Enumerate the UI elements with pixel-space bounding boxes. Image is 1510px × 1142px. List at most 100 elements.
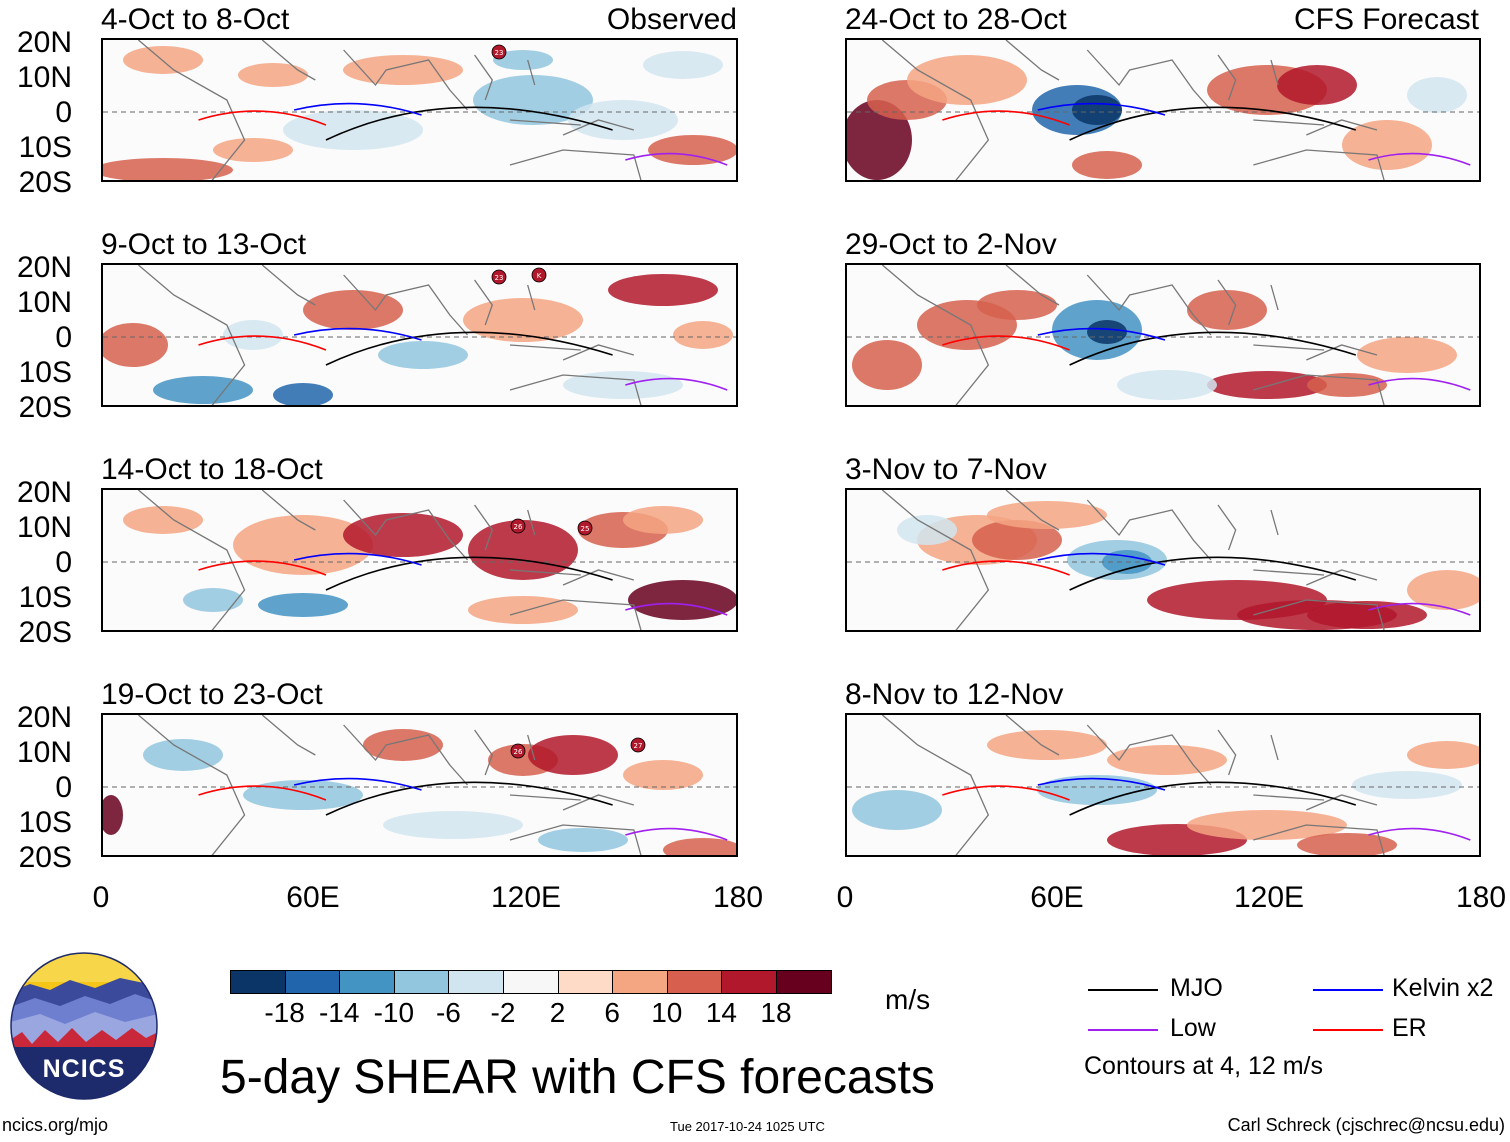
shear-anomaly-shade — [643, 51, 723, 79]
lat-label: 10N — [16, 511, 72, 544]
contour-line — [198, 560, 327, 576]
colorbar-cell — [503, 970, 559, 994]
contour-line — [942, 335, 1070, 351]
shear-anomaly-shade — [233, 515, 373, 575]
observed-label: Observed — [606, 3, 737, 36]
shear-anomaly-shade — [103, 158, 233, 180]
coastline — [137, 490, 642, 630]
tropical-cyclone-marker: 23 — [491, 44, 507, 60]
shear-anomaly-shade — [528, 735, 618, 775]
lon-label: 60E — [1030, 881, 1084, 914]
tropical-cyclone-marker: 25 — [577, 520, 593, 536]
shear-anomaly-shade — [628, 580, 736, 620]
shear-anomaly-shade — [987, 501, 1107, 529]
contour-line — [1368, 377, 1471, 391]
contour-line — [1368, 152, 1471, 166]
shear-anomaly-shade — [223, 320, 283, 350]
shear-anomaly-shade — [258, 593, 348, 617]
map-panel-obs-2: 23 K — [101, 263, 738, 407]
shear-anomaly-shade — [273, 383, 333, 405]
shear-anomaly-shade — [103, 795, 123, 835]
contour-line — [325, 556, 613, 591]
mjo-legend-line — [1088, 989, 1158, 991]
panel-title: 3-Nov to 7-Nov — [845, 453, 1047, 486]
shear-anomaly-shade — [343, 55, 463, 85]
shear-anomaly-shade — [283, 110, 423, 150]
lat-label: 10S — [18, 806, 72, 839]
lat-label: 20S — [18, 391, 72, 424]
ncics-url[interactable]: ncics.org/mjo — [2, 1115, 109, 1135]
storm-id: 23 — [495, 49, 504, 57]
coastline — [137, 715, 642, 855]
shear-anomaly-shade — [568, 100, 678, 140]
shear-anomaly-shade — [463, 298, 583, 342]
shear-anomaly-shade — [1307, 373, 1387, 397]
panel-title: 29-Oct to 2-Nov — [845, 228, 1057, 261]
contour-line — [1069, 781, 1357, 816]
contour-line — [293, 777, 422, 791]
contour-note: Contours at 4, 12 m/s — [1084, 1052, 1324, 1080]
lat-label: 20S — [18, 616, 72, 649]
shear-anomaly-shade — [493, 50, 553, 70]
shear-anomaly-shade — [238, 63, 308, 87]
low-legend-line — [1088, 1029, 1158, 1031]
colorbar-cell — [393, 970, 450, 994]
ncics-logo[interactable]: NCICS — [10, 952, 158, 1100]
contour-line — [1069, 556, 1357, 591]
coastline — [137, 265, 642, 405]
panel-title: 19-Oct to 23-Oct — [101, 678, 323, 711]
shear-anomaly-shade — [1072, 95, 1122, 125]
lat-label: 10N — [16, 286, 72, 319]
panel-title: 14-Oct to 18-Oct — [101, 453, 323, 486]
shear-anomaly-shade — [143, 739, 223, 771]
lat-label: 10S — [18, 131, 72, 164]
contour-line — [325, 331, 613, 366]
lat-label: 20N — [16, 476, 72, 509]
contour-line — [1069, 106, 1357, 141]
panel-title: 9-Oct to 13-Oct — [101, 228, 307, 261]
colorbar-label: -6 — [435, 997, 461, 1028]
lat-label: 20S — [18, 841, 72, 874]
lat-label: 10N — [16, 61, 72, 94]
colorbar-cell — [284, 970, 341, 994]
shear-anomaly-shade — [1297, 833, 1397, 855]
lat-label: 0 — [55, 546, 72, 579]
shear-anomaly-shade — [123, 506, 203, 534]
contour-line — [1037, 102, 1166, 116]
logo-text: NCICS — [42, 1055, 126, 1083]
map-panel-fcst-3 — [845, 488, 1481, 632]
shear-anomaly-shade — [852, 790, 942, 830]
shear-anomaly-shade — [1277, 65, 1357, 105]
lat-label: 0 — [55, 321, 72, 354]
shear-anomaly-shade — [907, 55, 1027, 105]
coastline — [881, 40, 1385, 180]
panel-title: 8-Nov to 12-Nov — [845, 678, 1064, 711]
shear-anomaly-shade — [972, 520, 1062, 560]
shear-anomaly-shade — [383, 811, 523, 839]
map-panel-fcst-1 — [845, 38, 1481, 182]
shear-anomaly-shade — [1407, 741, 1479, 769]
shear-anomaly-shade — [987, 730, 1107, 760]
lat-label: 0 — [55, 96, 72, 129]
storm-id: 23 — [495, 274, 504, 282]
shear-anomaly-shade — [623, 760, 703, 790]
colorbar-label: -10 — [373, 997, 415, 1028]
colorbar-label: -14 — [318, 997, 360, 1028]
storm-id: 26 — [514, 523, 523, 531]
tropical-cyclone-marker: 27 — [630, 737, 646, 753]
shear-anomaly-shade — [1187, 290, 1267, 330]
shear-anomaly-shade — [563, 371, 683, 399]
contour-line — [942, 560, 1070, 576]
contour-line — [1037, 552, 1166, 566]
figure-title: 5-day SHEAR with CFS forecasts — [220, 1051, 935, 1104]
forecast-label: CFS Forecast — [1293, 3, 1479, 36]
shear-anomaly-shade — [852, 340, 922, 390]
colorbar-cell — [666, 970, 723, 994]
lat-label: 10S — [18, 581, 72, 614]
contour-line — [1368, 602, 1471, 616]
contour-line — [293, 102, 422, 116]
shear-anomaly-shade — [303, 290, 403, 330]
contour-line — [625, 602, 728, 616]
legend-label-kelvin: Kelvin x2 — [1392, 974, 1494, 1002]
coastline — [881, 490, 1385, 630]
